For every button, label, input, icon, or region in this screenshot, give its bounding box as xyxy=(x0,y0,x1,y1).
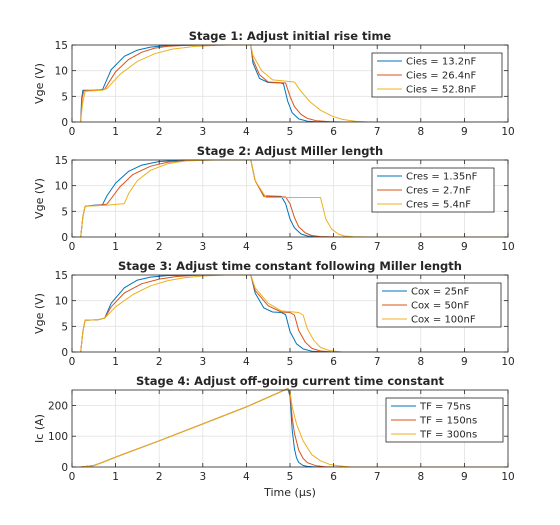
x-tick-label: 5 xyxy=(287,471,294,483)
y-tick-label: 10 xyxy=(55,181,68,193)
subplot-3: 0 1 2 3 4 5 6 7 8 9 10 0 5 10 15 Stage 3: Adjust time c… xyxy=(33,259,515,368)
x-tick-label: 9 xyxy=(461,241,468,253)
y-tick-label: 5 xyxy=(61,321,68,333)
x-tick-label: 1 xyxy=(112,356,119,368)
y-axis-label: Vge (V) xyxy=(33,293,46,334)
y-tick-label: 5 xyxy=(61,91,68,103)
subplot-title: Stage 2: Adjust Miller length xyxy=(197,144,383,158)
x-tick-label: 5 xyxy=(287,126,294,138)
x-tick-label: 2 xyxy=(156,126,163,138)
x-tick-label: 4 xyxy=(243,471,250,483)
x-tick-label: 10 xyxy=(501,126,514,138)
y-tick-label: 5 xyxy=(61,206,68,218)
x-tick-label: 10 xyxy=(501,356,514,368)
legend: Cies = 13.2nF Cies = 26.4nF Cies = 52.8nF xyxy=(371,52,503,98)
x-tick-label: 2 xyxy=(156,471,163,483)
x-tick-label: 6 xyxy=(330,471,337,483)
y-tick-label: 15 xyxy=(55,270,68,282)
y-tick-label: 100 xyxy=(48,431,68,443)
x-tick-label: 7 xyxy=(374,241,381,253)
x-tick-label: 8 xyxy=(417,356,424,368)
legend-label-2: Cres = 2.7nF xyxy=(406,186,471,197)
x-tick-label: 9 xyxy=(461,126,468,138)
subplot-title: Stage 4: Adjust off-going current time c… xyxy=(136,374,445,388)
x-tick-label: 1 xyxy=(112,471,119,483)
legend-label-3: TF = 300ns xyxy=(419,430,477,441)
subplot-title: Stage 3: Adjust time constant following … xyxy=(118,259,462,273)
legend: Cres = 1.35nF Cres = 2.7nF Cres = 5.4nF xyxy=(371,167,495,213)
x-tick-label: 5 xyxy=(287,241,294,253)
x-tick-label: 7 xyxy=(374,126,381,138)
x-tick-label: 3 xyxy=(199,241,206,253)
x-axis-label: Time (μs) xyxy=(263,486,316,499)
y-tick-label: 0 xyxy=(61,232,68,244)
subplot-1: 0 1 2 3 4 5 6 7 8 9 10 0 5 10 15 Stage 1: Adjust initia… xyxy=(33,29,515,138)
x-tick-label: 3 xyxy=(199,126,206,138)
y-tick-label: 200 xyxy=(48,400,68,412)
x-tick-label: 2 xyxy=(156,241,163,253)
y-axis-label: Ic (A) xyxy=(33,414,46,443)
x-tick-label: 4 xyxy=(243,241,250,253)
legend-label-1: Cres = 1.35nF xyxy=(406,172,478,183)
x-tick-label: 8 xyxy=(417,471,424,483)
y-tick-label: 10 xyxy=(55,296,68,308)
x-tick-label: 1 xyxy=(112,126,119,138)
y-tick-label: 10 xyxy=(55,66,68,78)
y-tick-label: 15 xyxy=(55,155,68,167)
legend: Cox = 25nF Cox = 50nF Cox = 100nF xyxy=(376,282,502,328)
subplot-2: 0 1 2 3 4 5 6 7 8 9 10 0 5 10 15 Stage 2: Adjust Miller… xyxy=(33,144,515,253)
legend-label-1: Cox = 25nF xyxy=(411,287,470,298)
x-tick-label: 4 xyxy=(243,126,250,138)
x-tick-label: 1 xyxy=(112,241,119,253)
x-tick-label: 0 xyxy=(69,241,76,253)
x-tick-label: 3 xyxy=(199,471,206,483)
x-tick-label: 7 xyxy=(374,356,381,368)
y-axis-label: Vge (V) xyxy=(33,178,46,219)
y-tick-label: 15 xyxy=(55,40,68,52)
legend-label-3: Cies = 52.8nF xyxy=(406,85,476,96)
x-tick-label: 10 xyxy=(501,241,514,253)
y-axis-label: Vge (V) xyxy=(33,63,46,104)
y-tick-label: 0 xyxy=(61,462,68,474)
y-tick-label: 0 xyxy=(61,347,68,359)
y-tick-label: 0 xyxy=(61,117,68,129)
legend-label-3: Cres = 5.4nF xyxy=(406,200,471,211)
x-tick-label: 8 xyxy=(417,126,424,138)
x-tick-label: 2 xyxy=(156,356,163,368)
x-tick-label: 9 xyxy=(461,471,468,483)
x-tick-label: 8 xyxy=(417,241,424,253)
legend-label-1: Cies = 13.2nF xyxy=(406,57,476,68)
legend-label-2: Cies = 26.4nF xyxy=(406,71,476,82)
x-tick-label: 10 xyxy=(501,471,514,483)
x-tick-label: 9 xyxy=(461,356,468,368)
legend-label-2: TF = 150ns xyxy=(419,416,477,427)
legend-label-3: Cox = 100nF xyxy=(411,315,476,326)
legend-label-2: Cox = 50nF xyxy=(411,301,470,312)
legend: TF = 75ns TF = 150ns TF = 300ns xyxy=(385,397,504,443)
x-tick-label: 7 xyxy=(374,471,381,483)
x-tick-label: 0 xyxy=(69,471,76,483)
x-tick-label: 6 xyxy=(330,241,337,253)
x-tick-label: 0 xyxy=(69,356,76,368)
subplot-title: Stage 1: Adjust initial rise time xyxy=(189,29,392,43)
x-tick-label: 6 xyxy=(330,126,337,138)
legend-label-1: TF = 75ns xyxy=(419,402,471,413)
x-tick-label: 6 xyxy=(330,356,337,368)
x-tick-label: 0 xyxy=(69,126,76,138)
x-tick-label: 5 xyxy=(287,356,294,368)
x-tick-label: 3 xyxy=(199,356,206,368)
x-tick-label: 4 xyxy=(243,356,250,368)
